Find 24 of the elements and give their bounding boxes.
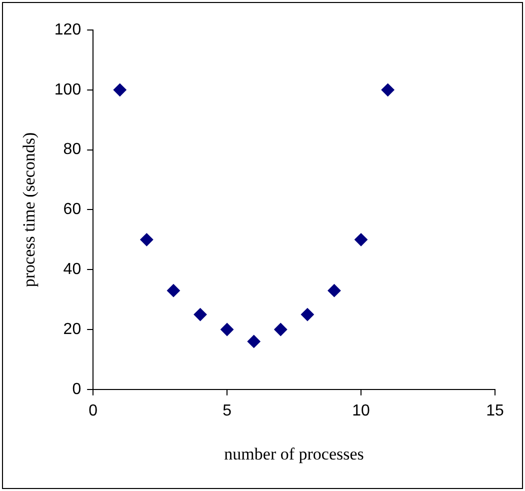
point bbox=[274, 323, 288, 336]
x-tick-label: 5 bbox=[222, 402, 232, 420]
y-tick-label: 120 bbox=[54, 21, 82, 38]
point bbox=[354, 233, 368, 246]
point bbox=[194, 308, 207, 322]
point bbox=[140, 233, 154, 246]
point bbox=[381, 83, 394, 96]
x-axis-title: number of processes bbox=[224, 444, 364, 464]
point bbox=[247, 334, 260, 348]
x-tick-label: 15 bbox=[486, 402, 504, 420]
point bbox=[220, 323, 234, 336]
y-tick-label: 0 bbox=[72, 380, 82, 398]
y-tick-label: 60 bbox=[63, 201, 82, 218]
x-tick-label: 0 bbox=[88, 402, 98, 420]
x-tick-label: 10 bbox=[352, 402, 370, 420]
y-axis-title: process time (seconds) bbox=[20, 132, 39, 288]
y-tick-label: 100 bbox=[54, 81, 82, 98]
y-tick-label: 40 bbox=[63, 261, 82, 278]
point bbox=[113, 83, 126, 96]
point bbox=[166, 284, 180, 298]
y-tick-label: 20 bbox=[63, 320, 82, 338]
y-tick-label: 80 bbox=[63, 141, 82, 158]
point bbox=[328, 284, 341, 298]
point bbox=[300, 308, 314, 322]
